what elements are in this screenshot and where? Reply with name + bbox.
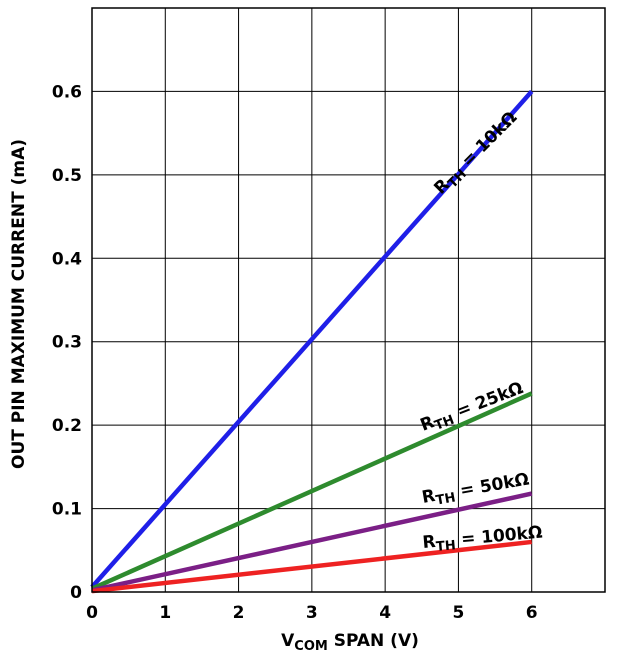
grid <box>92 8 605 592</box>
x-tick-label: 2 <box>233 603 245 623</box>
series-line-rth-100k <box>91 539 532 594</box>
label-rth-10k: RTH = 10kΩ <box>430 108 523 201</box>
x-tick-label: 1 <box>159 603 171 623</box>
y-tick-label: 0 <box>70 583 82 603</box>
y-axis-title: OUT PIN MAXIMUM CURRENT (mA) <box>9 139 29 469</box>
label-rth-100k: RTH = 100kΩ <box>422 523 544 556</box>
y-tick-label: 0.3 <box>52 333 82 353</box>
series-line-rth-10k <box>90 89 534 589</box>
x-tick-label: 5 <box>453 603 465 623</box>
x-tick-label: 3 <box>306 603 318 623</box>
x-tick-label: 6 <box>526 603 538 623</box>
series-layer <box>90 89 534 594</box>
label-rth-25k: RTH = 25kΩ <box>418 378 527 438</box>
y-tick-labels: 0 0.1 0.2 0.3 0.4 0.5 0.6 <box>52 82 82 603</box>
plot-frame <box>91 7 606 593</box>
y-tick-label: 0.1 <box>52 500 82 520</box>
y-tick-label: 0.2 <box>52 416 82 436</box>
y-tick-label: 0.6 <box>52 82 82 102</box>
x-tick-label: 0 <box>86 603 98 623</box>
x-axis-title: VCOM SPAN (V) <box>281 631 419 654</box>
x-tick-labels: 0 1 2 3 4 5 6 <box>86 603 538 623</box>
x-tick-label: 4 <box>379 603 391 623</box>
series-line-rth-50k <box>91 491 533 593</box>
y-tick-label: 0.5 <box>52 166 82 186</box>
series-line-rth-25k <box>91 391 533 591</box>
y-tick-label: 0.4 <box>52 249 82 269</box>
